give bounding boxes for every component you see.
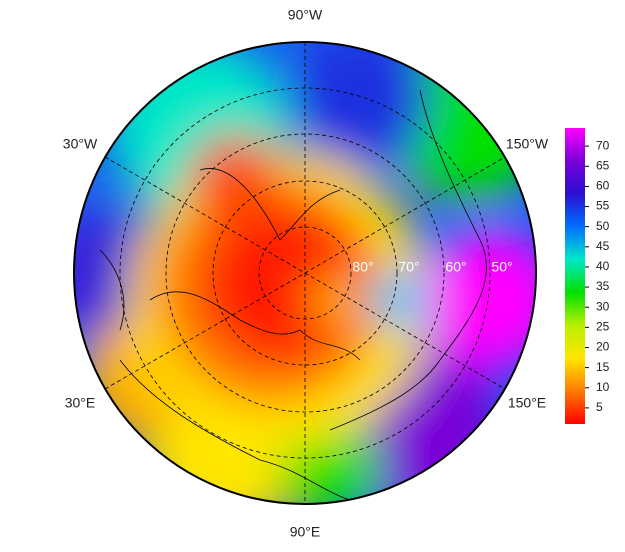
colorbar-tick-label: 50 xyxy=(596,219,610,233)
colorbar-tick-label: 45 xyxy=(596,239,610,253)
colorbar-tick-label: 60 xyxy=(596,179,610,193)
colorbar-tick-label: 25 xyxy=(596,320,610,334)
coastlines xyxy=(99,89,487,501)
colorbar-tick-label: 65 xyxy=(596,158,610,172)
colorbar-tick-label: 40 xyxy=(596,259,610,273)
latitude-label: 80° xyxy=(352,259,373,275)
colorbar-tick-label: 35 xyxy=(596,279,610,293)
colorbar-tick-label: 15 xyxy=(596,360,610,374)
latitude-label: 50° xyxy=(491,259,512,275)
longitude-label: 90°W xyxy=(288,7,323,23)
latitude-label: 70° xyxy=(398,259,419,275)
latitude-label: 60° xyxy=(445,259,466,275)
graticule xyxy=(104,42,506,504)
longitude-label: 150°W xyxy=(506,136,549,152)
colorbar-tick-label: 5 xyxy=(596,400,603,414)
colorbar xyxy=(565,128,585,424)
map-border xyxy=(73,41,537,505)
colorbar-tick-label: 55 xyxy=(596,199,610,213)
colorbar-tick-label: 20 xyxy=(596,340,610,354)
colorbar-tick-label: 70 xyxy=(596,138,610,152)
colorbar-tick-label: 10 xyxy=(596,380,610,394)
heatmap xyxy=(74,42,536,504)
longitude-label: 30°W xyxy=(63,136,98,152)
longitude-label: 150°E xyxy=(508,395,546,411)
longitude-label: 90°E xyxy=(290,524,321,540)
colorbar-tick-label: 30 xyxy=(596,299,610,313)
longitude-label: 30°E xyxy=(65,395,96,411)
